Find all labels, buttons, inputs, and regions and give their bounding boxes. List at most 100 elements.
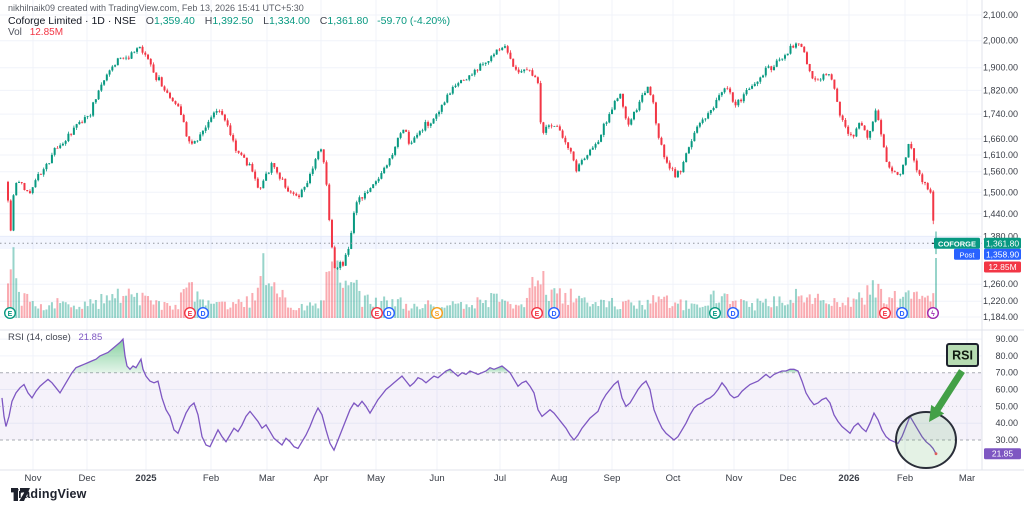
rsi-arrow[interactable] <box>929 369 965 422</box>
svg-text:1,660.00: 1,660.00 <box>983 134 1018 144</box>
svg-text:Nov: Nov <box>726 473 743 484</box>
svg-text:2025: 2025 <box>135 473 157 484</box>
event-marker-icon <box>383 307 396 320</box>
rsi-axis[interactable]: 90.00 80.00 70.00 60.00 50.00 40.00 30.00 <box>995 334 1018 445</box>
svg-text:2,100.00: 2,100.00 <box>983 10 1018 20</box>
price-change: -59.70 (-4.20%) <box>377 15 451 27</box>
svg-text:30.00: 30.00 <box>995 435 1018 445</box>
rsi-line <box>1 337 937 455</box>
volume-value: 12.85M <box>29 27 64 38</box>
tradingview-logo[interactable]: TradingView <box>11 487 87 501</box>
svg-text:Feb: Feb <box>203 473 219 484</box>
svg-text:70.00: 70.00 <box>995 368 1018 378</box>
rsi-value: 21.85 <box>78 332 103 343</box>
event-marker-icon <box>727 307 740 320</box>
svg-text:Jul: Jul <box>494 473 506 484</box>
rsi-pane <box>0 337 982 456</box>
svg-text:1,380.00: 1,380.00 <box>983 231 1018 241</box>
rsi-overbought-fill <box>482 366 510 373</box>
svg-text:Sep: Sep <box>604 473 621 484</box>
grid-lines <box>0 0 982 470</box>
event-marker-icon <box>896 307 909 320</box>
svg-text:1,260.00: 1,260.00 <box>983 279 1018 289</box>
legend-separator: · <box>85 15 89 27</box>
svg-text:1,820.00: 1,820.00 <box>983 85 1018 95</box>
axis-badges: COFORGE 1,361.80 Post 1,358.90 12.85M 21.85 <box>934 237 1021 460</box>
post-market-tag <box>954 248 980 260</box>
ohlc-low: L1,334.00 <box>263 15 310 27</box>
rsi-band <box>0 372 982 440</box>
svg-text:Feb: Feb <box>897 473 913 484</box>
svg-text:Apr: Apr <box>314 473 329 484</box>
svg-text:Mar: Mar <box>259 473 275 484</box>
event-marker-icon <box>196 307 209 320</box>
svg-text:E: E <box>8 311 13 318</box>
symbol-exchange: NSE <box>114 15 136 27</box>
svg-text:D: D <box>200 311 205 318</box>
volume-legend[interactable]: Vol 12.85M <box>8 27 63 38</box>
svg-text:60.00: 60.00 <box>995 385 1018 395</box>
svg-text:21.85: 21.85 <box>992 449 1014 459</box>
svg-text:E: E <box>713 311 718 318</box>
rsi-legend[interactable]: RSI (14, close) 21.85 <box>8 332 102 343</box>
time-axis[interactable]: Nov Dec 2025 Feb Mar Apr May Jun Jul Aug Sep Oct Nov… <box>25 473 976 484</box>
event-marker-icon <box>531 307 544 320</box>
symbol-timeframe[interactable]: 1D <box>91 15 105 27</box>
ohlc-close: C1,361.80 <box>319 15 369 27</box>
event-marker-icon <box>879 307 892 320</box>
svg-text:1,900.00: 1,900.00 <box>983 63 1018 73</box>
post-price-badge <box>984 248 1021 260</box>
legend-separator: · <box>107 15 112 27</box>
svg-text:Jun: Jun <box>429 473 444 484</box>
rsi-label: RSI (14, close) <box>8 332 71 343</box>
svg-text:12.85M: 12.85M <box>988 262 1016 272</box>
svg-text:1,184.00: 1,184.00 <box>983 312 1018 322</box>
svg-text:1,358.90: 1,358.90 <box>986 249 1019 259</box>
svg-text:Aug: Aug <box>551 473 568 484</box>
svg-text:1,610.00: 1,610.00 <box>983 150 1018 160</box>
svg-text:E: E <box>883 311 888 318</box>
svg-text:ϟ: ϟ <box>931 311 935 318</box>
svg-text:D: D <box>551 311 556 318</box>
svg-text:1,740.00: 1,740.00 <box>983 109 1018 119</box>
svg-text:D: D <box>386 311 391 318</box>
rsi-last-dot <box>934 452 938 456</box>
svg-text:1,560.00: 1,560.00 <box>983 167 1018 177</box>
event-marker-icon <box>431 307 444 320</box>
svg-text:1,220.00: 1,220.00 <box>983 296 1018 306</box>
svg-text:COFORGE: COFORGE <box>938 239 976 248</box>
creator-watermark: nikhilnaik09 created with TradingView.co… <box>8 3 304 13</box>
svg-text:Dec: Dec <box>780 473 797 484</box>
pane-separators <box>0 0 1024 471</box>
svg-text:2,000.00: 2,000.00 <box>983 36 1018 46</box>
svg-text:1,500.00: 1,500.00 <box>983 187 1018 197</box>
ohlc-open: O1,359.40 <box>145 15 195 27</box>
candlestick-series <box>7 42 937 271</box>
svg-text:May: May <box>367 473 385 484</box>
last-price-badge <box>984 237 1021 249</box>
symbol-legend[interactable]: Coforge Limited · 1D · NSE O1,359.40 H1,… <box>8 15 450 27</box>
svg-text:Dec: Dec <box>79 473 96 484</box>
svg-text:D: D <box>899 311 904 318</box>
price-axis[interactable]: 2,100.00 2,000.00 1,900.00 1,820.00 1,740.00… <box>983 10 1018 322</box>
rsi-value-badge <box>984 448 1021 460</box>
svg-text:1,361.80: 1,361.80 <box>986 238 1019 248</box>
rsi-annotation[interactable]: RSI <box>895 343 979 469</box>
svg-text:D: D <box>730 311 735 318</box>
svg-text:E: E <box>188 311 193 318</box>
svg-text:Mar: Mar <box>959 473 975 484</box>
ohlc-high: H1,392.50 <box>204 15 254 27</box>
svg-text:1,440.00: 1,440.00 <box>983 209 1018 219</box>
symbol-name[interactable]: Coforge Limited <box>8 15 83 27</box>
rsi-highlight-circle[interactable] <box>895 411 957 469</box>
svg-text:Oct: Oct <box>666 473 681 484</box>
svg-text:2026: 2026 <box>838 473 859 484</box>
event-marker-icon <box>548 307 561 320</box>
rsi-label-box[interactable] <box>946 343 979 367</box>
tradingview-logo-text: TradingView <box>11 487 87 501</box>
event-marker-icon <box>183 307 196 320</box>
volume-label: Vol <box>8 27 22 38</box>
